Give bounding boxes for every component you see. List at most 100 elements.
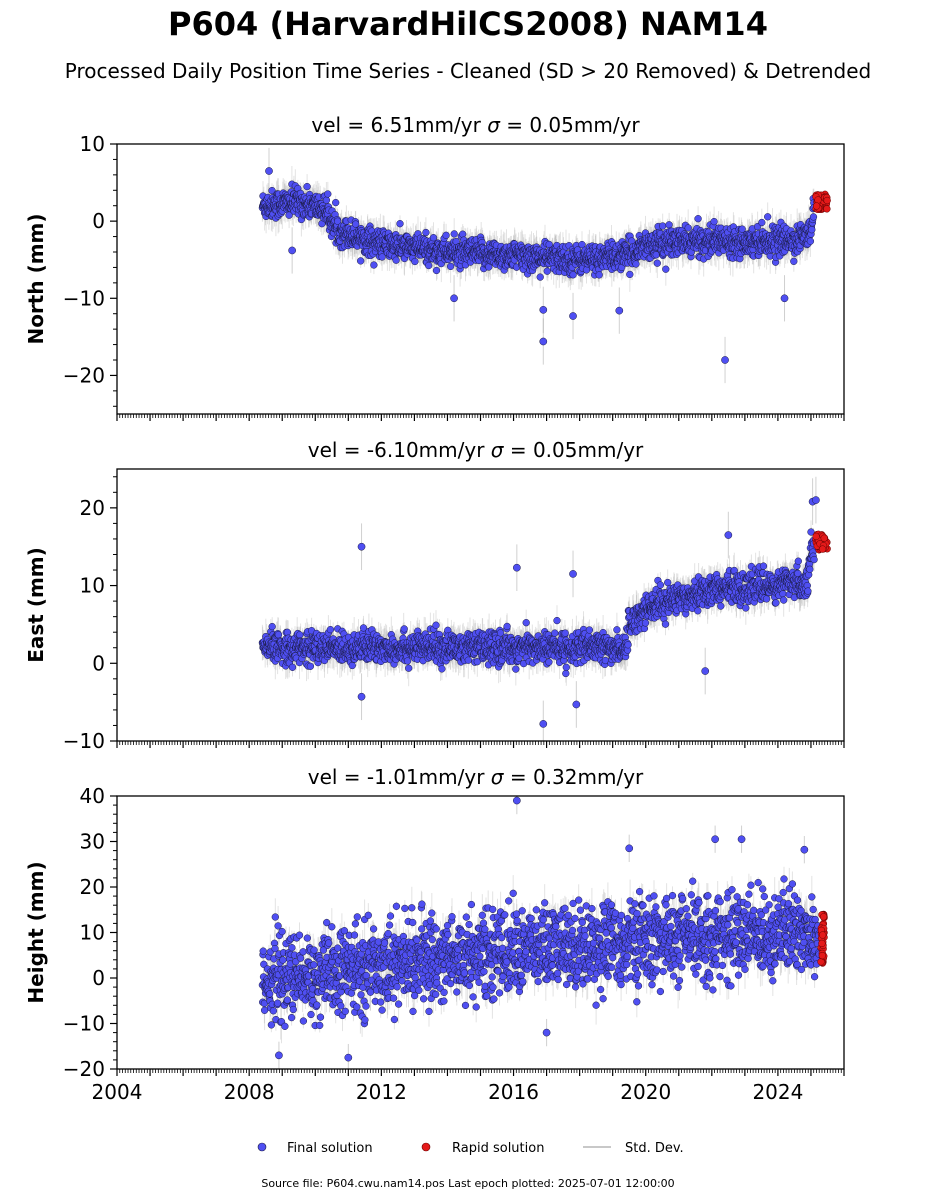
y-tick-label: −10 — [63, 729, 105, 753]
final-point — [804, 587, 812, 595]
final-point — [378, 253, 386, 261]
rapid-point — [812, 532, 820, 541]
final-point-outlier — [701, 667, 710, 675]
final-point — [400, 625, 408, 633]
final-point — [278, 927, 286, 936]
final-point — [361, 1016, 369, 1024]
final-point — [562, 663, 570, 671]
final-point — [274, 631, 283, 639]
final-point — [585, 626, 594, 634]
final-point — [310, 961, 318, 969]
final-solution-points — [258, 496, 820, 728]
final-point — [522, 619, 530, 627]
final-point — [362, 1002, 370, 1010]
final-point — [710, 217, 718, 226]
final-point — [306, 662, 315, 670]
final-point — [450, 230, 458, 238]
final-point — [446, 262, 455, 271]
final-point — [780, 596, 788, 604]
final-point — [313, 1001, 321, 1009]
final-point-outlier — [721, 356, 729, 364]
y-tick-label: −20 — [63, 363, 105, 387]
final-point — [337, 1002, 345, 1010]
final-point — [328, 923, 336, 931]
plot-area-east — [258, 476, 831, 741]
final-point — [274, 922, 282, 930]
final-point — [296, 954, 305, 962]
final-point — [288, 944, 296, 952]
panel-title: vel = 6.51mm/yr σ = 0.05mm/yr — [311, 113, 640, 137]
rapid-point — [820, 534, 828, 542]
final-point — [351, 920, 360, 928]
final-point — [459, 230, 467, 238]
final-point — [809, 213, 818, 221]
panel-north: −20 −10 0 10 vel = 6.51mm/yr σ = 0.05mm/yr No… — [24, 113, 845, 421]
final-point — [438, 665, 446, 673]
final-point — [662, 265, 670, 273]
final-point — [295, 931, 304, 939]
final-point — [794, 557, 802, 565]
final-point-outlier — [265, 167, 273, 175]
y-tick-label: 0 — [92, 651, 105, 675]
plot-area-north — [258, 147, 831, 384]
final-point — [289, 1005, 297, 1014]
final-point — [281, 1022, 289, 1030]
y-axis-label: North (mm) — [24, 213, 48, 344]
final-point — [310, 946, 318, 954]
final-point — [562, 669, 570, 678]
final-point — [578, 240, 586, 249]
final-point-outlier — [450, 294, 458, 303]
final-point — [334, 217, 342, 225]
rapid-point — [823, 205, 831, 213]
final-point — [810, 555, 818, 564]
final-point — [717, 602, 725, 610]
final-point-outlier — [780, 294, 789, 303]
final-point — [613, 626, 621, 634]
final-point-outlier — [357, 692, 366, 701]
final-point — [316, 1021, 324, 1030]
final-point-outlier — [288, 246, 296, 255]
final-point — [266, 990, 274, 998]
final-point — [772, 599, 780, 607]
final-point — [653, 259, 661, 267]
std-dev-bars — [261, 476, 817, 741]
final-point — [350, 931, 359, 939]
rapid-point — [812, 202, 821, 210]
final-point — [665, 221, 673, 229]
final-point — [316, 1013, 325, 1021]
final-solution-points — [258, 167, 818, 364]
final-point-outlier — [539, 337, 548, 346]
rapid-point — [823, 196, 831, 205]
y-tick-label: 10 — [80, 132, 105, 156]
final-point — [790, 257, 798, 265]
final-point — [764, 213, 772, 221]
final-point-outlier — [615, 306, 624, 315]
final-point — [271, 913, 279, 921]
final-point — [396, 220, 404, 228]
final-point-outlier — [572, 700, 581, 709]
final-point — [357, 257, 365, 265]
final-point — [273, 999, 282, 1007]
final-point-outlier — [357, 542, 366, 551]
final-point-outlier — [724, 531, 733, 539]
panels: −20 −10 0 10 vel = 6.51mm/yr σ = 0.05mm/yr No… — [24, 113, 845, 1104]
final-point — [595, 271, 603, 279]
final-point-outlier — [513, 563, 521, 572]
final-point — [299, 948, 307, 956]
final-point — [403, 657, 412, 665]
final-point — [303, 182, 311, 191]
y-tick-label: 10 — [80, 574, 105, 598]
final-point — [762, 595, 771, 603]
final-point — [553, 616, 561, 625]
final-point — [296, 631, 304, 639]
final-point — [626, 270, 634, 279]
axes-frame — [116, 143, 845, 415]
final-point — [808, 226, 816, 234]
final-point — [779, 590, 787, 598]
final-point — [269, 1007, 278, 1015]
y-axis-label: East (mm) — [24, 547, 48, 663]
final-point — [352, 220, 360, 228]
rapid-point — [814, 196, 822, 204]
final-point — [283, 996, 292, 1004]
